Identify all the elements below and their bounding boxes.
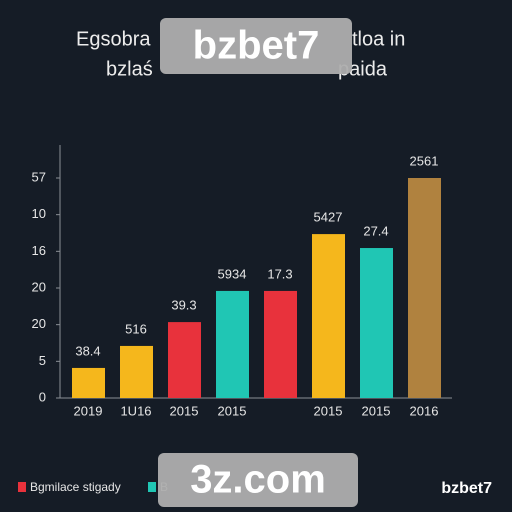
y-tick-label: 20 (32, 279, 46, 294)
x-tick-label: 2015 (218, 403, 247, 418)
watermark-box (160, 18, 352, 74)
x-tick-label: 1U16 (120, 403, 151, 418)
bar-label: 27.4 (363, 223, 388, 238)
watermark-box (158, 453, 358, 507)
legend-swatch (148, 482, 156, 492)
bar (216, 290, 249, 398)
watermark: bzbet7 (441, 480, 492, 497)
bar-label: 5427 (314, 210, 343, 225)
bar (72, 367, 105, 398)
y-tick-label: 57 (32, 169, 46, 184)
legend-swatch (18, 482, 26, 492)
y-tick-label: 5 (39, 353, 46, 368)
bar-label: 38.4 (75, 343, 100, 358)
y-tick-label: 20 (32, 316, 46, 331)
y-tick-label: 10 (32, 206, 46, 221)
watermark: bzbet7 (193, 24, 320, 68)
bar (264, 290, 297, 398)
bar-label: 39.3 (171, 298, 196, 313)
x-tick-label: 2015 (314, 403, 343, 418)
x-tick-label: 2015 (362, 403, 391, 418)
bar-label: 2561 (410, 153, 439, 168)
title-fragment: Egsobra (76, 28, 151, 50)
x-tick-label: 2019 (74, 403, 103, 418)
bar (312, 234, 345, 398)
bar-label: 17.3 (267, 266, 292, 281)
bar-label: 5934 (218, 266, 247, 281)
title-fragment: tloa in (352, 28, 405, 50)
title-fragment: bzlaś (106, 58, 153, 80)
x-tick-label: 2016 (410, 403, 439, 418)
legend-label: Bgmilace stigady (30, 480, 121, 494)
bar (408, 178, 441, 398)
bar (360, 248, 393, 398)
bar (168, 322, 201, 398)
bar-label: 516 (125, 321, 147, 336)
x-tick-label: 2015 (170, 403, 199, 418)
watermark: 3z.com (190, 458, 326, 502)
y-tick-label: 0 (39, 389, 46, 404)
bar (120, 345, 153, 398)
y-tick-label: 16 (32, 243, 46, 258)
